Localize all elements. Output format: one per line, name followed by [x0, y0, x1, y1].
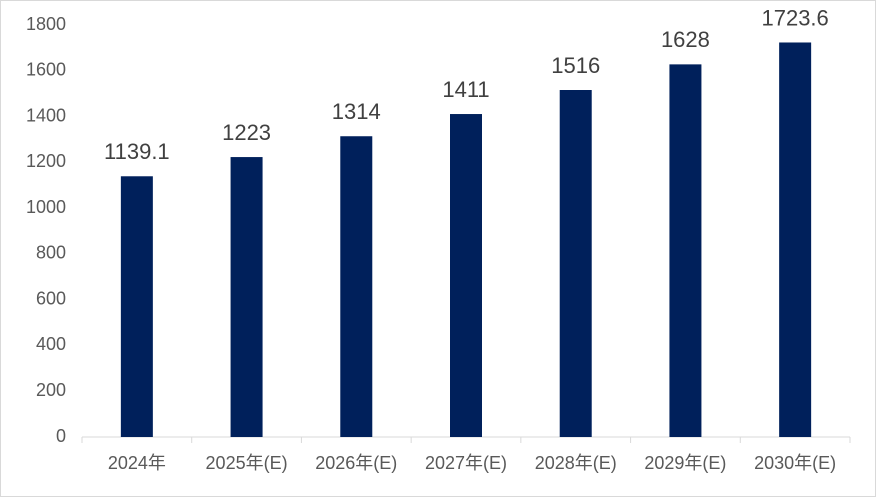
bar [450, 114, 482, 437]
data-label: 1139.1 [104, 139, 170, 164]
x-tick-label: 2025年(E) [206, 453, 288, 473]
bar [669, 64, 702, 437]
y-tick-label: 1000 [26, 197, 66, 217]
data-label: 1223 [222, 120, 271, 145]
bar [559, 90, 592, 437]
x-tick-label: 2028年(E) [535, 453, 617, 473]
x-tick-label: 2029年(E) [644, 453, 726, 473]
y-tick-label: 1200 [26, 151, 66, 171]
data-label: 1411 [442, 77, 489, 102]
y-tick-label: 1400 [26, 105, 66, 125]
data-label: 1723.6 [761, 5, 828, 30]
y-tick-label: 800 [36, 243, 66, 263]
y-tick-label: 0 [56, 426, 66, 446]
x-tick-label: 2027年(E) [425, 453, 507, 473]
data-label: 1516 [551, 53, 600, 78]
x-tick-label: 2026年(E) [315, 453, 397, 473]
bar [230, 157, 263, 437]
y-tick-label: 1800 [26, 14, 66, 34]
bar [779, 42, 812, 437]
x-tick-label: 2024年 [108, 453, 166, 473]
y-tick-label: 600 [36, 288, 66, 308]
x-tick-label: 2030年(E) [754, 453, 836, 473]
data-label: 1628 [661, 27, 710, 52]
bar [120, 176, 153, 438]
y-tick-label: 400 [36, 334, 66, 354]
bar [340, 136, 373, 438]
data-label: 1314 [332, 99, 381, 124]
y-tick-label: 200 [36, 380, 66, 400]
y-tick-label: 1600 [26, 60, 66, 80]
